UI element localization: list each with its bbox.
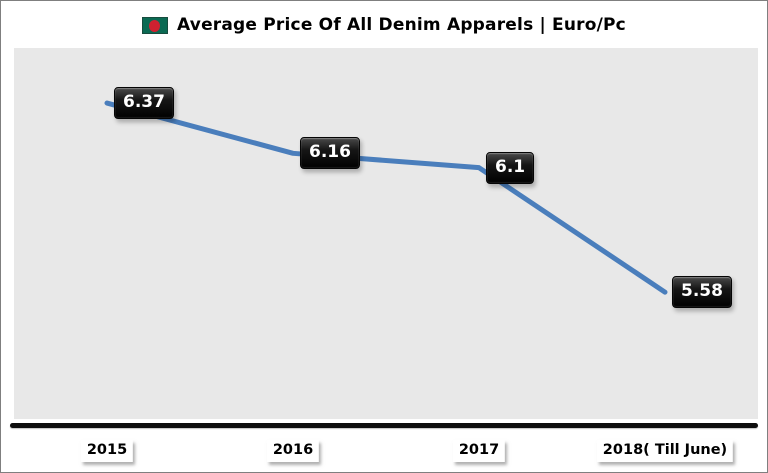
x-axis-tick-label: 2016 xyxy=(266,440,320,462)
flag-red-circle-icon xyxy=(149,19,161,32)
price-line-series xyxy=(104,100,668,295)
chart-legend-title-row: Average Price Of All Denim Apparels | Eu… xyxy=(1,14,767,36)
chart-title: Average Price Of All Denim Apparels | Eu… xyxy=(177,15,626,35)
data-point-label: 5.58 xyxy=(672,276,732,309)
line-series-path xyxy=(104,100,668,295)
x-axis-labels: 2015 2016 2017 2018( Till June) xyxy=(1,440,767,466)
x-axis-tick-label: 2017 xyxy=(452,440,506,462)
data-point-label: 6.1 xyxy=(486,151,535,184)
x-axis-line xyxy=(10,423,758,428)
x-axis-tick-label: 2015 xyxy=(80,440,134,462)
x-axis-tick-label: 2018( Till June) xyxy=(596,440,734,462)
bangladesh-flag-icon xyxy=(142,16,169,34)
data-point-label: 6.16 xyxy=(300,137,360,170)
plot-area: 6.37 6.16 6.1 5.58 xyxy=(14,48,758,419)
data-point-label: 6.37 xyxy=(114,87,174,120)
